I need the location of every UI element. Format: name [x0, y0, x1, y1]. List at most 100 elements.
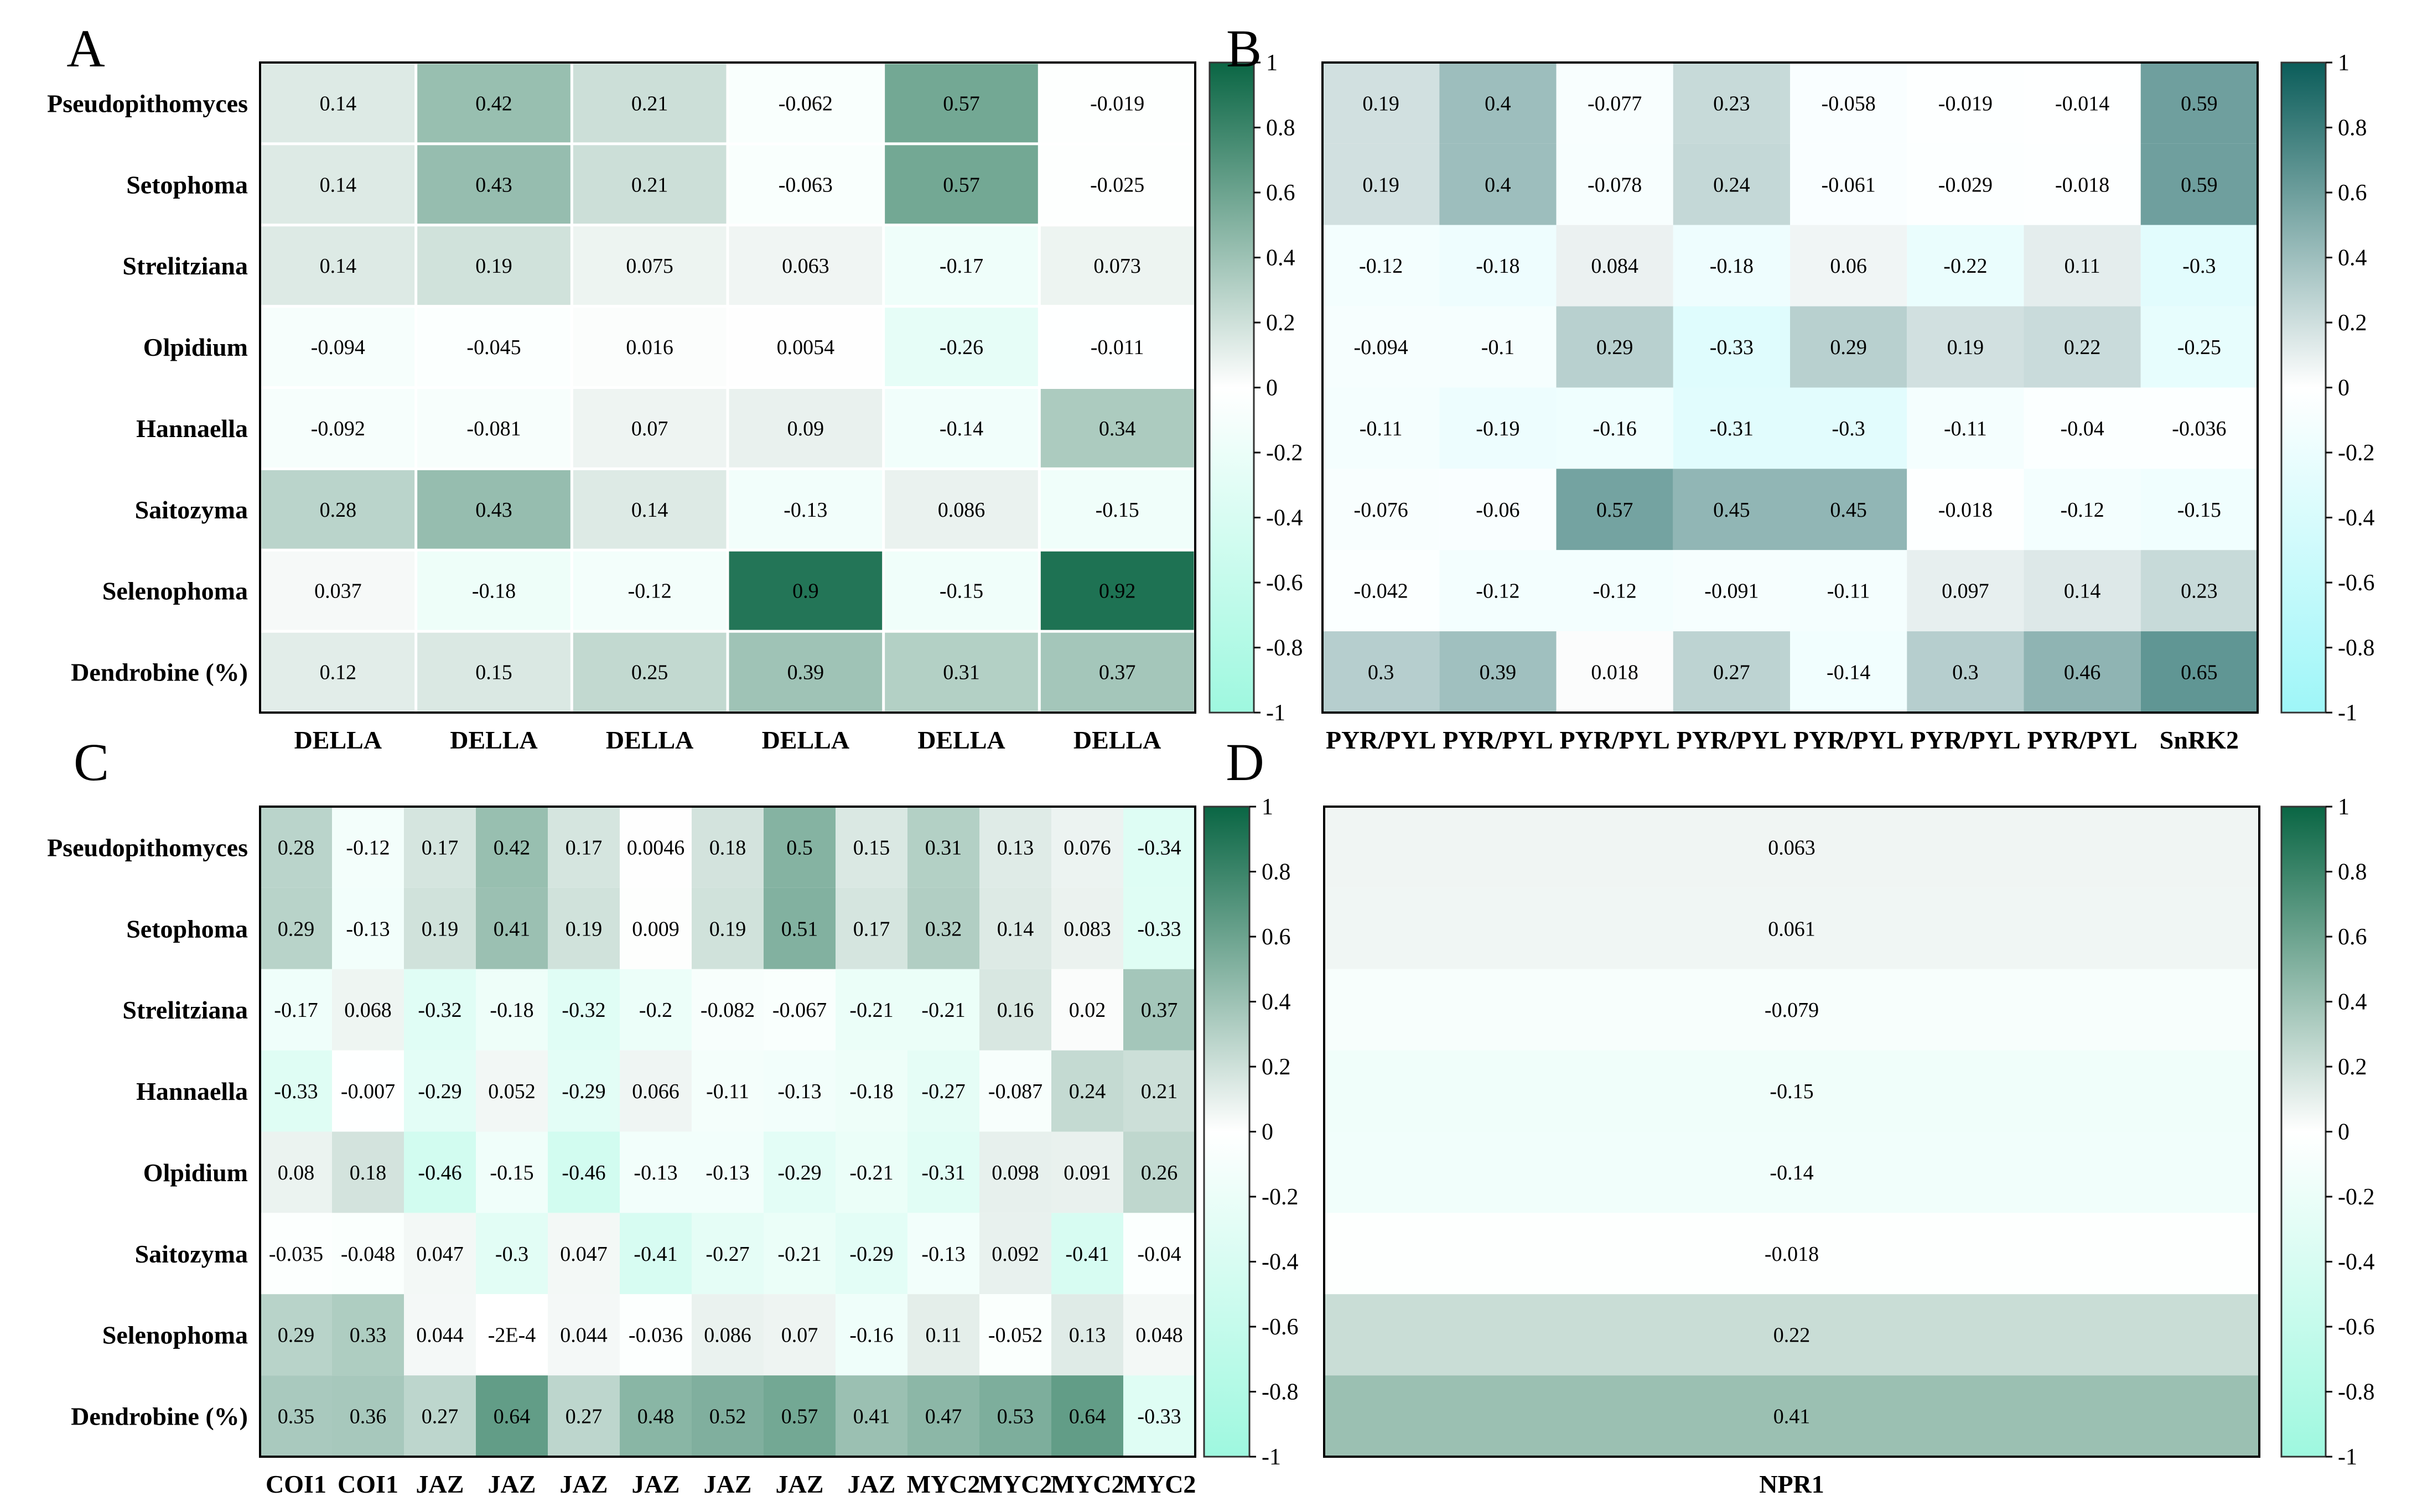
colorbar-tick-label: 0.2 — [1266, 310, 1295, 336]
heatmap-cell — [261, 64, 415, 143]
heatmap-cell — [729, 551, 883, 630]
heatmap-cell — [1051, 1213, 1123, 1295]
cell-value-label: 0.086 — [938, 498, 985, 522]
heatmap-cell — [260, 969, 332, 1051]
heatmap-cell — [729, 145, 883, 224]
heatmap-cell — [1051, 807, 1123, 888]
cell-value-label: -0.036 — [629, 1324, 683, 1347]
column-label-npr1: NPR1 — [1759, 1470, 1824, 1498]
cell-value-label: 0.29 — [1830, 336, 1867, 359]
heatmap-cell — [907, 1050, 979, 1132]
panel-b: B 0.19 0.4 -0.077 0.23 -0.058 -0.019 -0.014 0.59… — [1226, 19, 2375, 754]
colorbar-tick-label: -0.6 — [2338, 1314, 2375, 1340]
row-label-selenophoma: Selenophoma — [102, 1321, 248, 1349]
cell-value-label: -0.3 — [495, 1243, 528, 1266]
heatmap-cell — [2024, 469, 2141, 550]
heatmap-cell — [1790, 387, 1907, 469]
heatmap-cell — [1790, 306, 1907, 388]
heatmap-cell — [764, 1213, 836, 1295]
cell-value-label: 0.43 — [475, 173, 512, 196]
cell-value-label: -0.067 — [772, 999, 827, 1022]
cell-value-label: -0.079 — [1765, 999, 1819, 1022]
cell-value-label: -0.018 — [2055, 173, 2109, 196]
heatmap-cell — [885, 470, 1038, 549]
column-label-della: DELLA — [762, 726, 849, 754]
heatmap-cell — [261, 226, 415, 305]
heatmap-cell — [332, 1294, 404, 1376]
heatmap-cell — [332, 807, 404, 888]
heatmap-cell — [1040, 551, 1194, 630]
heatmap-cell — [260, 1213, 332, 1295]
cell-value-label: 0.45 — [1713, 498, 1750, 522]
heatmap-cell — [476, 1294, 548, 1376]
cell-value-label: 0.24 — [1713, 173, 1750, 196]
cell-value-label: -0.048 — [341, 1243, 395, 1266]
heatmap-cell — [1040, 145, 1194, 224]
cell-value-label: 0.45 — [1830, 498, 1867, 522]
cell-value-label: -0.33 — [1137, 917, 1181, 941]
heatmap-cell — [885, 226, 1038, 305]
cell-value-label: -0.094 — [311, 336, 365, 359]
cell-value-label: -0.04 — [2061, 417, 2104, 440]
cell-value-label: 0.15 — [853, 836, 890, 859]
cell-value-label: 0.14 — [320, 254, 357, 278]
colorbar-tick-label: -0.4 — [2338, 506, 2375, 531]
heatmap-cell — [907, 807, 979, 888]
cell-value-label: 0.53 — [997, 1405, 1034, 1428]
cell-value-label: 0.28 — [278, 836, 315, 859]
column-label-pyr-pyl: PYR/PYL — [2027, 726, 2137, 754]
cell-value-label: -0.16 — [849, 1324, 893, 1347]
heatmap-cell — [1673, 306, 1790, 388]
cell-value-label: 0.14 — [2064, 580, 2101, 603]
cell-value-label: 0.42 — [475, 92, 512, 115]
heatmap-cell — [2024, 143, 2141, 225]
heatmap-cell — [417, 551, 570, 630]
heatmap-cell — [1673, 143, 1790, 225]
cell-value-label: 0.076 — [1064, 836, 1111, 859]
cell-value-label: -0.12 — [2061, 498, 2104, 522]
heatmap-cell — [260, 1294, 332, 1376]
colorbar-tick-label: -1 — [2338, 700, 2357, 726]
cell-value-label: -0.33 — [1710, 336, 1754, 359]
heatmap-cell — [404, 1131, 476, 1213]
heatmap-cell — [261, 145, 415, 224]
heatmap-cell — [1322, 631, 1440, 713]
cell-value-label: 0.018 — [1591, 661, 1638, 684]
colorbar-tick-label: -1 — [1262, 1445, 1281, 1470]
cell-value-label: 0.08 — [278, 1161, 315, 1184]
cell-value-label: -0.29 — [418, 1080, 461, 1103]
colorbar-tick-label: -0.8 — [1266, 636, 1303, 661]
heatmap-cell — [1051, 969, 1123, 1051]
heatmap-cell — [1051, 1050, 1123, 1132]
cell-value-label: 0.32 — [925, 917, 962, 941]
cell-value-label: -0.06 — [1476, 498, 1519, 522]
heatmap-cell — [1790, 469, 1907, 550]
heatmap-frame — [1321, 61, 2259, 714]
heatmap-cell — [1324, 969, 2259, 1051]
panel-letter: B — [1226, 19, 1262, 78]
panel-letter: A — [66, 19, 105, 78]
cell-value-label: -0.036 — [2172, 417, 2226, 440]
colorbar-tick-label: 0.6 — [2338, 924, 2367, 950]
heatmap-cell — [979, 1375, 1051, 1457]
cell-value-label: 0.48 — [637, 1405, 675, 1428]
cell-value-label: 0.06 — [1830, 254, 1867, 278]
cell-value-label: 0.41 — [853, 1405, 890, 1428]
heatmap-cell — [404, 1213, 476, 1295]
cell-value-label: 0.3 — [1952, 661, 1979, 684]
column-label-myc2: MYC2 — [1123, 1470, 1196, 1498]
cell-value-label: 0.091 — [1064, 1161, 1111, 1184]
heatmap-cell — [1439, 143, 1557, 225]
colorbar-tick-label: 0.6 — [2338, 180, 2367, 206]
heatmap-cell — [620, 969, 692, 1051]
heatmap-cell — [692, 807, 764, 888]
heatmap-cell — [2024, 225, 2141, 306]
heatmap-cell — [1040, 632, 1194, 711]
cell-value-label: 0.21 — [631, 92, 668, 115]
heatmap-cell — [260, 887, 332, 969]
heatmap-cell — [885, 551, 1038, 630]
cell-value-label: 0.009 — [632, 917, 679, 941]
cell-value-label: 0.066 — [632, 1080, 679, 1103]
heatmap-cell — [979, 1050, 1051, 1132]
